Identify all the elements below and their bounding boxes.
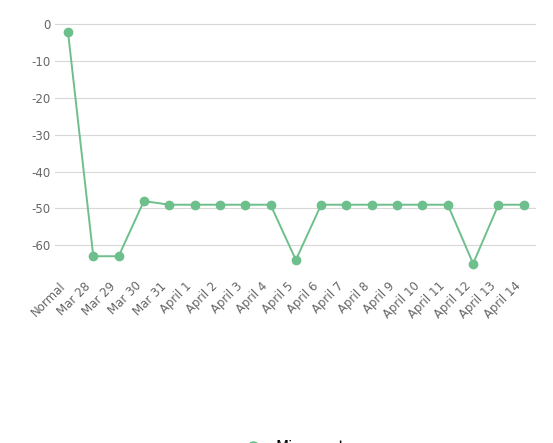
Legend: Minnesota: Minnesota xyxy=(237,440,354,443)
